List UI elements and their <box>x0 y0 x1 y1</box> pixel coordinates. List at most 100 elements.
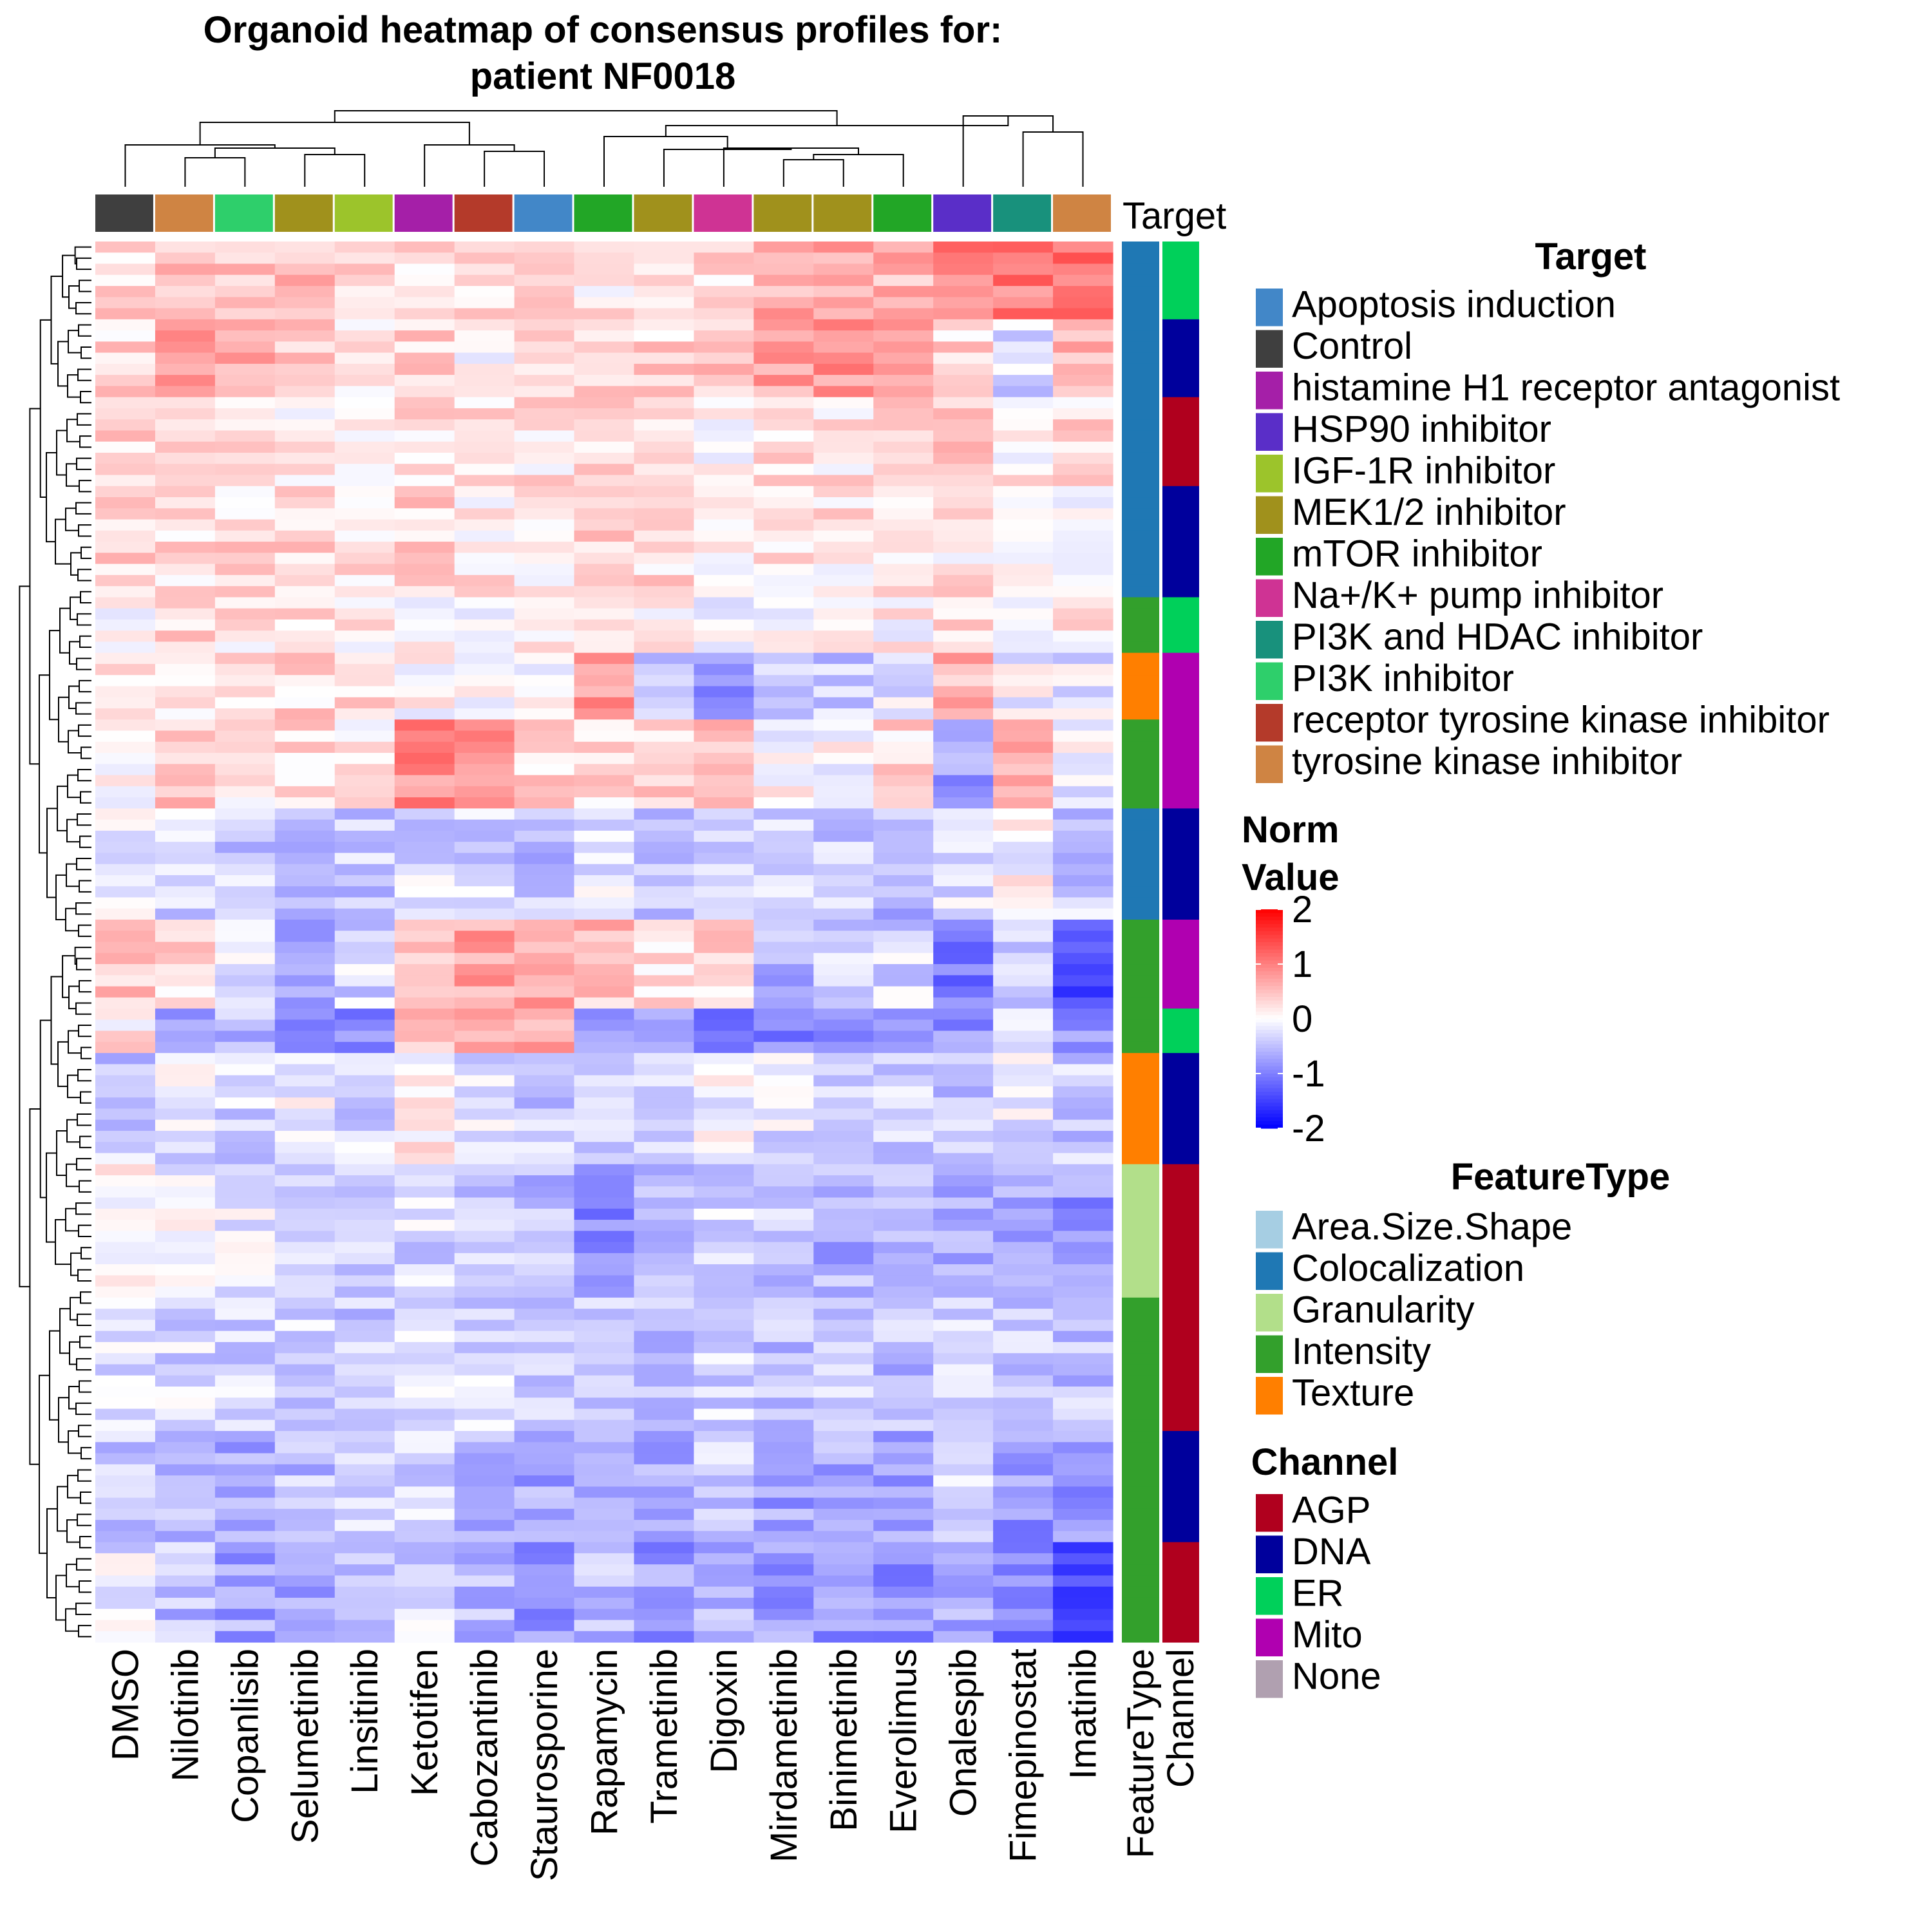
heatmap-cell <box>933 1609 994 1621</box>
channel-cell <box>1162 886 1199 898</box>
heatmap-cell <box>1053 1253 1113 1265</box>
heatmap-cell <box>1053 1320 1113 1332</box>
featuretype-cell <box>1122 1197 1159 1209</box>
heatmap-cell <box>933 719 994 732</box>
featuretype-cell <box>1122 1053 1159 1065</box>
heatmap-cell <box>753 1586 814 1598</box>
heatmap-cell <box>574 1053 635 1065</box>
heatmap-cell <box>95 542 156 553</box>
heatmap-cell <box>933 686 994 698</box>
heatmap-cell <box>993 497 1054 509</box>
heatmap-cell <box>454 1341 515 1354</box>
heatmap-cell <box>813 441 874 453</box>
heatmap-cell <box>95 1075 156 1087</box>
heatmap-cell <box>813 931 874 943</box>
heatmap-cell <box>634 586 695 598</box>
heatmap-cell <box>993 352 1054 365</box>
heatmap-cell <box>873 697 934 709</box>
legend-item-label: DNA <box>1292 1531 1371 1573</box>
heatmap-cell <box>214 1275 276 1287</box>
heatmap-cell <box>694 330 754 342</box>
heatmap-cell <box>95 308 156 320</box>
heatmap-cell <box>873 730 934 743</box>
heatmap-cell <box>753 486 814 498</box>
heatmap-cell <box>514 942 575 954</box>
heatmap-cell <box>334 1019 395 1032</box>
dendrogram-branch <box>80 346 91 359</box>
heatmap-cell <box>753 808 814 820</box>
heatmap-cell <box>933 875 994 887</box>
heatmap-cell <box>574 1019 635 1032</box>
heatmap-cell <box>574 286 635 298</box>
featuretype-cell <box>1122 1586 1159 1598</box>
heatmap-cell <box>813 1531 874 1543</box>
heatmap-cell <box>95 1264 156 1276</box>
heatmap-cell <box>1053 730 1113 743</box>
heatmap-cell <box>274 1419 336 1432</box>
heatmap-cell <box>753 786 814 798</box>
channel-cell <box>1162 1253 1199 1265</box>
legend-swatch <box>1256 413 1283 451</box>
featuretype-cell <box>1122 553 1159 565</box>
color-scale-segment <box>1256 1074 1283 1078</box>
featuretype-cell <box>1122 1275 1159 1287</box>
heatmap-cell <box>514 919 575 931</box>
heatmap-cell <box>334 308 395 320</box>
heatmap-cell <box>694 875 754 887</box>
featuretype-cell <box>1122 741 1159 753</box>
heatmap-cell <box>214 619 276 631</box>
heatmap-cell <box>634 1464 695 1476</box>
heatmap-cell <box>753 363 814 375</box>
heatmap-cell <box>454 830 515 842</box>
heatmap-cell <box>634 1331 695 1343</box>
heatmap-cell <box>214 686 276 698</box>
heatmap-cell <box>574 1620 635 1632</box>
channel-cell <box>1162 564 1199 576</box>
heatmap-cell <box>574 931 635 943</box>
heatmap-cell <box>694 1164 754 1176</box>
featuretype-cell <box>1122 441 1159 453</box>
heatmap-cell <box>634 1419 695 1432</box>
heatmap-cell <box>95 286 156 298</box>
heatmap-cell <box>274 663 336 676</box>
heatmap-cell <box>155 1175 216 1187</box>
heatmap-cell <box>95 897 156 909</box>
heatmap-cell <box>634 1508 695 1520</box>
heatmap-cell <box>334 1053 395 1065</box>
heatmap-cell <box>634 675 695 687</box>
heatmap-cell <box>813 308 874 320</box>
heatmap-cell <box>634 1408 695 1421</box>
heatmap-cell <box>1053 574 1113 587</box>
heatmap-cell <box>753 1341 814 1354</box>
heatmap-cell <box>634 408 695 420</box>
featuretype-cell <box>1122 430 1159 442</box>
heatmap-cell <box>933 730 994 743</box>
heatmap-cell <box>1053 1553 1113 1565</box>
legend-item-label: None <box>1292 1656 1381 1698</box>
heatmap-cell <box>753 1041 814 1054</box>
dendrogram-branch <box>79 1536 91 1549</box>
heatmap-cell <box>274 1397 336 1410</box>
heatmap-cell <box>933 1419 994 1432</box>
heatmap-cell <box>334 397 395 409</box>
heatmap-cell <box>574 419 635 431</box>
heatmap-cell <box>334 1620 395 1632</box>
heatmap-cell <box>694 1497 754 1510</box>
heatmap-cell <box>454 542 515 553</box>
heatmap-cell <box>813 1130 874 1142</box>
heatmap-cell <box>1053 441 1113 453</box>
heatmap-cell <box>155 741 216 753</box>
heatmap-cell <box>95 1475 156 1487</box>
heatmap-cell <box>334 286 395 298</box>
heatmap-cell <box>334 753 395 764</box>
dendrogram-branch <box>79 880 91 893</box>
heatmap-cell <box>1053 363 1113 375</box>
heatmap-cell <box>933 1375 994 1387</box>
heatmap-cell <box>933 1220 994 1231</box>
heatmap-cell <box>274 1041 336 1054</box>
heatmap-cell <box>514 519 575 531</box>
heatmap-cell <box>873 997 934 1009</box>
heatmap-cell <box>933 1019 994 1032</box>
heatmap-cell <box>634 464 695 476</box>
heatmap-cell <box>993 1331 1054 1343</box>
